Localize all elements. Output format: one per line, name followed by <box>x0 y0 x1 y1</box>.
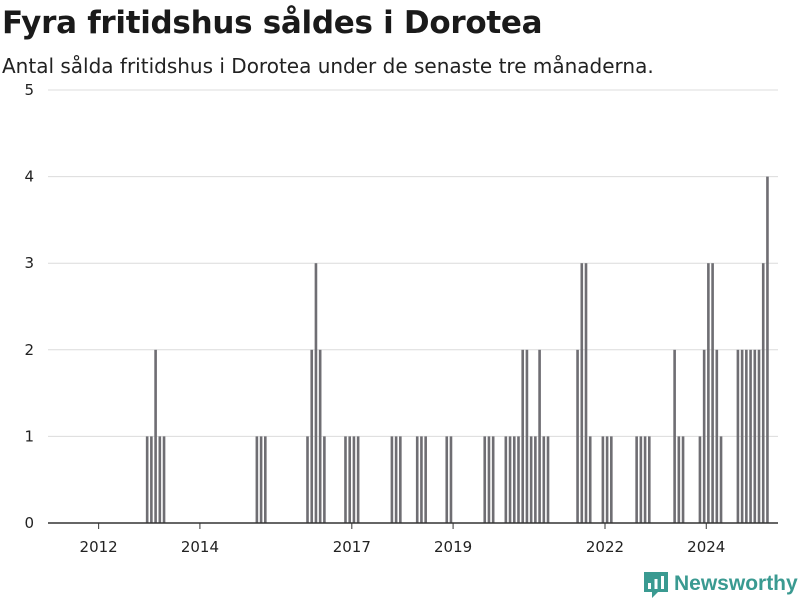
bar <box>580 263 584 523</box>
bar <box>529 436 533 523</box>
bar <box>162 436 166 523</box>
bar <box>318 349 322 523</box>
x-tick-label: 2012 <box>80 538 118 556</box>
bar <box>487 436 491 523</box>
y-axis-ticks: 0 1 2 3 4 5 <box>24 81 34 532</box>
y-tick-label: 2 <box>24 341 34 359</box>
bar <box>399 436 402 523</box>
bar <box>643 436 647 523</box>
bar <box>323 436 326 523</box>
bar <box>681 436 685 523</box>
x-tick-label: 2024 <box>687 538 725 556</box>
bar <box>749 349 752 523</box>
bar <box>766 176 769 523</box>
bar <box>736 349 740 523</box>
gridlines <box>48 89 778 437</box>
bar <box>546 436 550 523</box>
bar <box>390 436 394 523</box>
x-tick-label: 2017 <box>333 538 371 556</box>
bar <box>255 436 259 523</box>
bar <box>158 436 162 523</box>
bar <box>348 436 352 523</box>
bar <box>512 436 516 523</box>
bar <box>525 349 529 523</box>
bar <box>707 263 710 523</box>
bar <box>584 263 588 523</box>
bar <box>314 263 318 523</box>
bar <box>635 436 638 523</box>
bar <box>259 436 263 523</box>
bar <box>542 436 546 523</box>
bar <box>576 349 579 523</box>
bar <box>639 436 643 523</box>
bar <box>601 436 605 523</box>
bar <box>154 349 157 523</box>
bar <box>508 436 512 523</box>
bar <box>445 436 449 523</box>
bar <box>673 349 676 523</box>
bar <box>534 436 537 523</box>
bar <box>424 436 427 523</box>
chart-title: Fyra fritidshus såldes i Dorotea <box>2 5 543 41</box>
bar <box>504 436 508 523</box>
brand-name: Newsworthy <box>674 572 798 595</box>
bar <box>588 436 592 523</box>
bar <box>753 349 757 523</box>
bar <box>310 349 314 523</box>
bar <box>352 436 356 523</box>
bar <box>394 436 398 523</box>
bar <box>449 436 453 523</box>
bar <box>306 436 309 523</box>
y-tick-label: 5 <box>24 81 34 99</box>
bar <box>344 436 347 523</box>
bar <box>719 436 723 523</box>
x-tick-label: 2014 <box>181 538 219 556</box>
brand-logo: Newsworthy <box>644 568 798 600</box>
bar <box>420 436 423 523</box>
bar <box>538 349 541 523</box>
y-tick-label: 1 <box>24 427 34 445</box>
bar <box>715 349 719 523</box>
bar <box>264 436 267 523</box>
y-tick-label: 0 <box>24 514 34 532</box>
bar <box>677 436 681 523</box>
bar <box>483 436 487 523</box>
bar <box>521 349 525 523</box>
bar <box>757 349 761 523</box>
bar <box>702 349 706 523</box>
bar <box>517 436 520 523</box>
bar <box>761 263 765 523</box>
newsworthy-logo-icon <box>644 572 668 598</box>
bar <box>491 436 495 523</box>
bars <box>145 176 769 523</box>
bar <box>745 349 748 523</box>
y-tick-label: 4 <box>24 168 34 186</box>
x-tick-label: 2022 <box>586 538 624 556</box>
chart-subtitle: Antal sålda fritidshus i Dorotea under d… <box>2 54 654 78</box>
x-tick-label: 2019 <box>434 538 472 556</box>
bar <box>711 263 714 523</box>
bar <box>415 436 419 523</box>
y-tick-label: 3 <box>24 254 34 272</box>
bar <box>150 436 153 523</box>
bar <box>647 436 651 523</box>
bar <box>605 436 609 523</box>
bar <box>610 436 613 523</box>
bar <box>145 436 149 523</box>
bar <box>698 436 702 523</box>
bar <box>740 349 744 523</box>
x-axis-ticks: 2012 2014 2017 2019 2022 2024 <box>80 523 725 556</box>
bar <box>356 436 360 523</box>
